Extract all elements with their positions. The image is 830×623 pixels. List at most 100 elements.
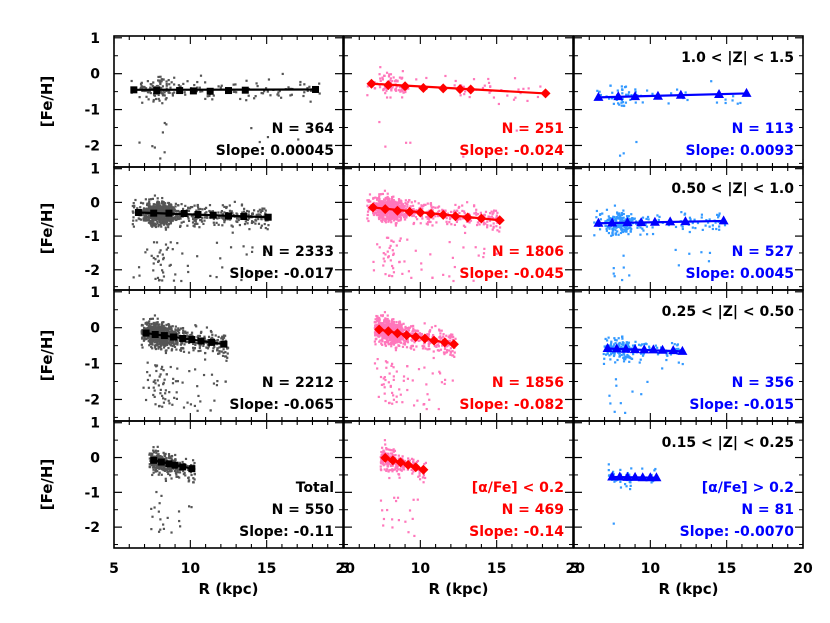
data-point <box>389 259 392 262</box>
binned-marker <box>150 209 158 217</box>
data-point <box>147 98 150 101</box>
data-point <box>603 357 606 360</box>
data-point <box>437 205 441 208</box>
data-point <box>670 92 673 95</box>
data-point <box>616 230 619 233</box>
data-point <box>452 279 455 283</box>
data-point <box>611 231 614 234</box>
data-point <box>383 323 386 326</box>
data-point <box>387 322 390 325</box>
data-point <box>398 340 401 343</box>
data-point <box>180 341 184 344</box>
data-point <box>449 353 452 356</box>
data-point <box>398 323 401 326</box>
data-point <box>628 345 631 348</box>
data-point <box>724 98 727 101</box>
data-point <box>614 361 617 364</box>
data-point <box>132 225 136 228</box>
data-point <box>158 210 162 214</box>
data-point <box>152 269 155 272</box>
data-point <box>145 323 149 326</box>
data-point <box>200 220 204 223</box>
data-point <box>675 347 678 351</box>
data-point <box>161 405 164 408</box>
y-tick-label: -1 <box>84 103 100 119</box>
data-point <box>421 207 424 210</box>
data-point <box>150 342 154 345</box>
binned-marker <box>602 343 613 353</box>
data-point <box>386 339 389 342</box>
data-point <box>386 325 389 328</box>
data-point <box>144 87 148 90</box>
binned-marker <box>134 208 142 216</box>
data-point <box>488 91 491 94</box>
data-point <box>388 325 391 328</box>
data-point <box>153 314 157 317</box>
data-point <box>379 213 382 216</box>
data-point <box>309 89 312 92</box>
data-point <box>674 225 678 229</box>
data-point <box>157 279 161 282</box>
data-point <box>490 210 493 213</box>
binned-marker <box>241 86 249 94</box>
data-point <box>148 205 151 208</box>
data-point <box>221 217 225 220</box>
slope-label: Slope: 0.00045 <box>216 143 334 159</box>
data-point <box>374 324 377 327</box>
data-point <box>159 216 162 219</box>
data-point <box>280 96 283 99</box>
data-point <box>386 340 389 343</box>
data-point <box>160 323 164 326</box>
data-point <box>430 206 433 209</box>
data-point <box>172 341 175 345</box>
data-point <box>598 90 601 93</box>
data-point <box>466 201 469 204</box>
data-point <box>462 224 466 227</box>
data-point <box>202 222 205 226</box>
data-point <box>611 233 614 237</box>
data-point <box>628 360 631 363</box>
data-point <box>450 223 453 226</box>
data-point <box>386 320 389 323</box>
data-point <box>179 327 183 330</box>
data-point <box>144 322 147 325</box>
data-point <box>290 93 293 96</box>
data-point <box>620 99 624 102</box>
data-point <box>373 362 377 365</box>
data-point <box>221 338 225 341</box>
binned-marker <box>607 217 618 227</box>
data-point <box>610 234 613 237</box>
data-point <box>159 214 162 218</box>
data-point <box>165 343 168 347</box>
data-point <box>646 89 649 92</box>
data-point <box>395 244 398 247</box>
data-point <box>484 210 488 213</box>
data-point <box>384 360 388 363</box>
data-point <box>206 339 210 342</box>
data-point <box>401 87 404 90</box>
data-point <box>389 210 392 213</box>
data-point <box>182 220 185 223</box>
data-point <box>251 220 254 223</box>
data-point <box>610 97 614 100</box>
data-point <box>620 335 624 338</box>
data-point <box>367 199 370 202</box>
data-point <box>193 404 196 408</box>
data-point <box>492 226 495 229</box>
data-point <box>160 339 163 342</box>
data-point <box>149 328 152 331</box>
data-point <box>251 212 255 216</box>
data-point <box>366 217 369 220</box>
data-point <box>423 345 426 348</box>
data-point <box>181 381 184 384</box>
data-point <box>443 347 447 351</box>
data-point <box>448 339 451 343</box>
data-point <box>398 239 401 242</box>
data-point <box>140 84 143 87</box>
data-point <box>222 334 226 337</box>
data-point <box>259 226 263 229</box>
data-point <box>133 204 136 207</box>
data-point <box>417 339 420 343</box>
data-point <box>388 79 392 82</box>
data-point <box>658 215 661 218</box>
